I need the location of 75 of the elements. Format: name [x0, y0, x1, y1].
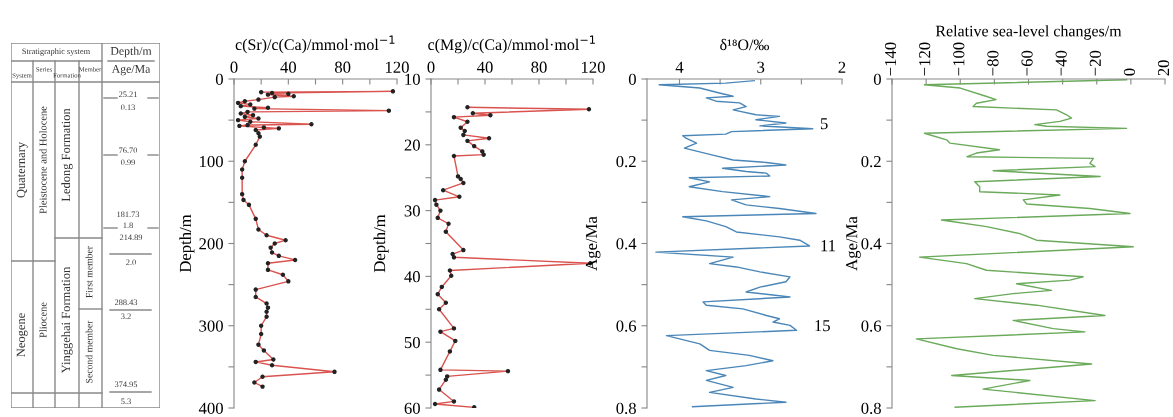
x-axis-title: δ¹⁸O/‰: [720, 38, 770, 51]
y-tick-label: 400: [198, 402, 223, 414]
text: 288.43: [114, 299, 138, 306]
x-tick-label: −20: [1089, 50, 1101, 76]
x-tick-label: 40: [280, 61, 297, 73]
x-tick-label: −100: [953, 42, 965, 76]
y-tick-label: 50: [404, 336, 420, 349]
text: Quaternary: [16, 141, 28, 198]
text: 25.21: [118, 91, 137, 98]
x-tick-label: 80: [531, 61, 547, 73]
y-tick-label: 0.4: [861, 238, 882, 250]
x-tick-label: −120: [919, 42, 931, 76]
annotation: 15: [815, 320, 830, 332]
y-tick-label: 0.8: [616, 402, 636, 415]
text: 0.99: [121, 159, 135, 166]
text: Second member: [85, 320, 93, 383]
text: 1.8: [123, 222, 133, 229]
x-axis-title: Relative sea-level changes/m: [935, 25, 1122, 40]
text: 214.89: [119, 234, 143, 241]
y-tick-label: 0.6: [616, 320, 637, 332]
y-tick-label: 0: [873, 73, 881, 85]
x-tick-label: 4: [675, 61, 684, 73]
y-tick-label: 0.6: [861, 320, 882, 332]
y-tick-label: 0: [628, 73, 636, 85]
x-tick-label: 2: [838, 61, 846, 73]
y-tick-label: 10: [405, 73, 420, 85]
x-tick-label: 0: [1123, 68, 1136, 76]
y-tick-label: 30: [404, 205, 420, 217]
text: 2.0: [126, 259, 136, 266]
text: 181.73: [117, 211, 140, 218]
x-tick-label: 3: [757, 61, 765, 73]
text: Yinggehai Formation: [61, 266, 73, 374]
annotation: 11: [821, 240, 836, 252]
y-tick-label: 100: [200, 155, 223, 168]
y-tick-label: 0.8: [861, 402, 881, 415]
y-tick-label: 60: [404, 402, 420, 414]
y-tick-label: 200: [199, 238, 223, 250]
x-tick-label: 20: [1157, 60, 1170, 76]
x-tick-label: −140: [884, 42, 897, 76]
x-tick-label: 40: [476, 61, 493, 73]
text: Depth/m: [110, 46, 152, 58]
x-tick-label: −60: [1021, 50, 1033, 76]
x-axis-title: c(Sr)/c(Ca)/mmol·mol$^{−1}$: [235, 35, 395, 54]
text: Ledong Formation: [61, 108, 73, 202]
x-axis-title: c(Mg)/c(Ca)/mmol·mol$^{−1}$: [428, 35, 595, 54]
text: First member: [85, 246, 93, 298]
y-tick-label: 0: [215, 73, 223, 85]
text: 3.2: [121, 313, 131, 320]
y-axis-title: Age/Ma: [846, 216, 861, 271]
y-tick-label: 0.4: [616, 238, 637, 250]
y-axis-title: Depth/m: [179, 214, 195, 273]
x-tick-label: 0: [230, 61, 238, 73]
x-tick-label: 120: [385, 61, 409, 73]
text: 0.13: [121, 104, 135, 111]
x-tick-label: −80: [987, 50, 999, 76]
y-tick-label: 40: [404, 271, 420, 283]
y-tick-label: 300: [199, 320, 223, 332]
text: 76.70: [119, 147, 138, 154]
annotation: 5: [820, 118, 828, 130]
text: Stratigraphic system: [22, 48, 91, 56]
x-tick-label: 80: [334, 61, 351, 73]
x-tick-label: 0: [427, 61, 435, 73]
y-axis-title: Depth/m: [373, 214, 389, 273]
text: Pleistocene and Holocene: [39, 106, 47, 214]
y-tick-label: 0.2: [616, 155, 636, 168]
text: 5.3: [121, 398, 131, 405]
text: Neogene: [16, 313, 28, 357]
y-axis-title: Age/Ma: [585, 216, 601, 271]
text: Age/Ma: [111, 65, 151, 76]
x-tick-label: −40: [1055, 50, 1067, 76]
text: 374.95: [114, 381, 138, 388]
x-tick-label: 120: [581, 61, 605, 73]
y-tick-label: 0.2: [861, 155, 881, 168]
y-tick-label: 20: [404, 139, 420, 151]
text: Pliocene: [39, 302, 47, 338]
